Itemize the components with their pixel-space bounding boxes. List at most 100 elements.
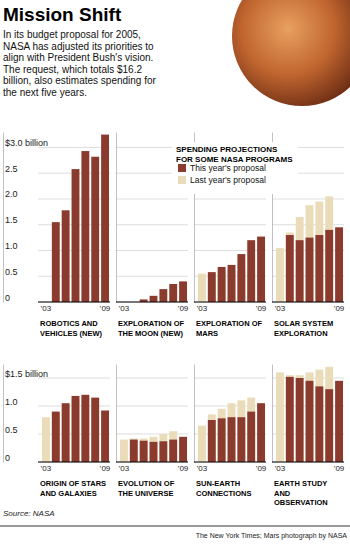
bar <box>257 237 265 302</box>
x-tick-label: '03 <box>197 304 208 313</box>
x-tick: '09 <box>100 304 111 313</box>
text-line: SUN-EARTH <box>196 479 240 488</box>
grid-line <box>194 198 266 199</box>
mars-photo <box>232 0 350 106</box>
bar <box>247 412 255 462</box>
series <box>140 281 187 302</box>
text-line: EARTH STUDY <box>274 479 327 488</box>
x-tick-label: '09 <box>334 304 345 313</box>
series <box>276 367 333 462</box>
y-tick-label: $3.0 billion <box>5 138 48 148</box>
bar <box>296 375 304 462</box>
x-axis: '03'09 <box>272 462 345 473</box>
y-axis <box>272 365 273 463</box>
bar <box>247 240 255 302</box>
chart-svg: Mission ShiftIn its budget proposal for … <box>0 0 350 545</box>
legend: SPENDING PROJECTIONSFOR SOME NASA PROGRA… <box>172 142 298 194</box>
bar <box>42 417 50 462</box>
bar <box>150 296 158 302</box>
bar <box>296 240 304 302</box>
grid-line <box>116 434 188 435</box>
y-axis-line <box>116 133 117 303</box>
bars <box>198 398 265 462</box>
panel-title: ROBOTICS ANDVEHICLES (NEW) <box>40 319 103 338</box>
x-axis: '03 '09 <box>272 302 345 313</box>
bar <box>218 409 226 462</box>
title: Mission Shift <box>3 4 122 25</box>
legend-background <box>172 142 298 194</box>
text-line: EXPLORATION OF <box>118 319 185 328</box>
bar <box>306 205 314 302</box>
bar <box>325 367 333 462</box>
grid-line <box>38 302 110 303</box>
grid-line <box>194 462 266 463</box>
grid <box>116 378 188 462</box>
bars <box>52 135 109 302</box>
bar <box>140 438 148 462</box>
y-tick: $3.0 billion <box>3 138 48 148</box>
bar <box>62 403 70 462</box>
grid-line <box>38 378 110 379</box>
text-line: MARS <box>196 329 218 338</box>
x-tick: '09 <box>256 464 267 473</box>
text-line: ROBOTICS AND <box>40 319 98 328</box>
x-tick: '03 <box>275 304 286 313</box>
x-axis-line <box>272 302 344 303</box>
source: Source: NASA <box>3 509 55 518</box>
bar <box>335 381 343 462</box>
text-line: AND <box>274 489 291 498</box>
x-tick-label: '09 <box>100 464 111 473</box>
bar <box>72 169 80 302</box>
grid-line <box>116 224 188 225</box>
grid <box>38 378 110 462</box>
bars <box>276 196 343 302</box>
x-tick: '03 <box>41 464 52 473</box>
y-tick-label: 1.5 <box>5 215 18 225</box>
bars <box>276 367 343 462</box>
credit-rule <box>0 526 350 527</box>
x-tick-label: '09 <box>334 464 345 473</box>
credit: The New York Times; Mars photograph by N… <box>196 532 348 540</box>
y-axis-line <box>3 133 4 303</box>
bar <box>237 254 245 302</box>
panel-title: ORIGIN OF STARSAND GALAXIES <box>40 479 106 498</box>
series <box>208 403 265 462</box>
bar <box>325 230 333 302</box>
bar <box>169 440 177 462</box>
bar <box>52 222 60 302</box>
x-tick: '09 <box>100 464 111 473</box>
x-tick-label: '03 <box>119 464 130 473</box>
y-tick-label: 1.0 <box>5 241 18 251</box>
series <box>286 377 343 462</box>
x-axis: '03'09 <box>116 302 189 313</box>
y-tick: 1.0 <box>3 241 18 251</box>
bar <box>159 434 167 462</box>
grid-line <box>116 250 188 251</box>
series <box>52 135 109 302</box>
legend-title: SPENDING PROJECTIONSFOR SOME NASA PROGRA… <box>176 145 293 164</box>
x-axis: '03'09 <box>38 302 111 313</box>
bar <box>315 202 323 302</box>
bar <box>315 370 323 462</box>
bar <box>81 151 89 302</box>
bar <box>237 400 245 462</box>
bars <box>198 237 265 302</box>
legend-swatch <box>178 176 186 184</box>
y-axis-line <box>272 365 273 463</box>
bar <box>218 418 226 462</box>
bar <box>169 284 177 302</box>
y-tick: 0 <box>3 453 10 463</box>
text-line: EXPLORATION <box>274 329 328 338</box>
panel <box>116 365 188 463</box>
legend-label: This year's proposal <box>190 163 266 173</box>
y-axis: 00.51.0$1.5 billion <box>3 365 48 463</box>
y-tick: 0.5 <box>3 425 18 435</box>
grid-line <box>116 378 188 379</box>
bar <box>276 248 284 302</box>
y-tick: 1.0 <box>3 397 18 407</box>
bar <box>198 426 206 462</box>
bar <box>325 389 333 462</box>
x-axis: '03'09 <box>194 302 267 313</box>
grid-line <box>194 224 266 225</box>
series <box>286 227 343 302</box>
